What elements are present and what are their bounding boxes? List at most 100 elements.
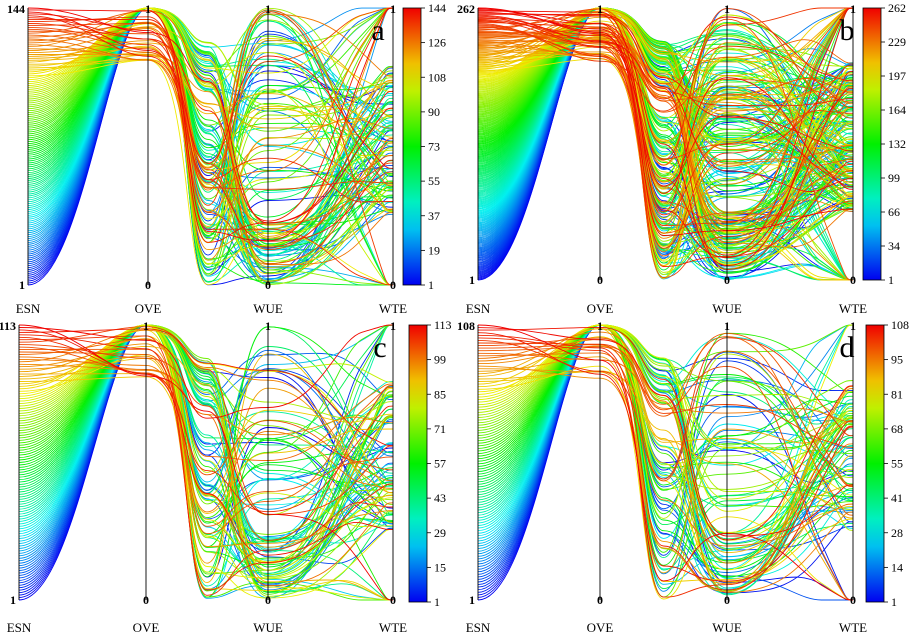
data-line	[27, 7, 394, 242]
colorbar-tick-label: 1	[888, 273, 894, 287]
data-line	[27, 11, 394, 169]
axis-max-label: 1	[390, 319, 396, 333]
axis-min-label: 0	[145, 278, 151, 292]
colorbar-tick-label: 71	[434, 422, 446, 436]
data-line	[27, 9, 394, 187]
axis-name-ove: OVE	[135, 301, 162, 316]
colorbar	[865, 324, 885, 603]
axis-min-label: 1	[19, 278, 25, 292]
panel-label: b	[840, 14, 855, 47]
colorbar-tick-label: 81	[891, 387, 903, 401]
data-line	[18, 344, 394, 541]
axis-max-label: 144	[7, 2, 25, 16]
colorbar	[402, 7, 422, 286]
colorbar-tick-label: 85	[434, 387, 446, 401]
data-line	[18, 354, 394, 563]
axis-min-label: 0	[390, 593, 396, 607]
axis-min-label: 1	[469, 273, 475, 287]
colorbar-tick-label: 1	[434, 595, 440, 609]
data-line	[18, 343, 394, 547]
data-line	[27, 19, 394, 203]
axis-name-wte: WTE	[839, 301, 867, 316]
data-line	[477, 328, 854, 583]
axis-name-wte: WTE	[379, 301, 407, 316]
axis-min-label: 0	[265, 278, 271, 292]
data-line	[27, 40, 394, 282]
axis-min-label: 0	[724, 593, 730, 607]
data-line	[477, 344, 854, 488]
colorbar-tick-label: 132	[888, 137, 906, 151]
data-line	[27, 22, 394, 225]
axis-max-label: 1	[265, 2, 271, 16]
chart-panel-c: 113 1 ESN 1 0 OVE 1 0 WUE 1 0 WTE c 113 99 85 71 57 43 29 15…	[0, 318, 452, 635]
axis-min-label: 0	[597, 273, 603, 287]
colorbar-tick-label: 55	[891, 457, 903, 471]
line-group	[477, 7, 854, 281]
axis-min-label: 0	[597, 593, 603, 607]
axis-min-label: 1	[10, 593, 16, 607]
chart-panel-b: 262 1 ESN 1 0 OVE 1 0 WUE 1 0 WTE b 262 229 197 164 132 99…	[457, 1, 906, 316]
data-line	[477, 14, 854, 281]
data-line	[477, 332, 854, 582]
axis-name-ove: OVE	[587, 620, 614, 635]
data-line	[477, 328, 854, 601]
data-line	[477, 334, 854, 591]
data-line	[18, 338, 394, 461]
data-line	[18, 329, 394, 556]
data-line	[18, 356, 394, 587]
data-line	[477, 12, 854, 192]
axis-max-label: 262	[457, 2, 475, 16]
colorbar-tick-label: 73	[428, 140, 440, 154]
data-line	[477, 324, 854, 601]
axis-min-label: 0	[390, 278, 396, 292]
axis-max-label: 1	[265, 319, 271, 333]
colorbar-tick-label: 55	[428, 174, 440, 188]
colorbar-tick-label: 108	[428, 70, 446, 84]
colorbar-tick-label: 29	[434, 526, 446, 540]
colorbar-tick-label: 144	[428, 1, 446, 15]
data-line	[477, 7, 853, 161]
data-line	[18, 329, 394, 482]
data-line	[27, 21, 394, 275]
data-line	[477, 11, 854, 188]
axis-name-ove: OVE	[133, 620, 160, 635]
axis-min-label: 0	[265, 593, 271, 607]
data-line	[27, 7, 394, 184]
data-line	[477, 10, 854, 258]
axis-name-wue: WUE	[712, 301, 742, 316]
colorbar-tick-label: 197	[888, 69, 906, 83]
data-line	[477, 324, 854, 571]
axis-name-esn: ESN	[466, 301, 491, 316]
data-line	[477, 336, 854, 516]
data-line	[27, 15, 394, 242]
data-line	[477, 7, 854, 194]
chart-panel-d: 108 1 ESN 1 0 OVE 1 0 WUE 1 0 WTE d 108 95 81 68 55 41 28 14…	[457, 318, 909, 635]
axis-name-esn: ESN	[16, 301, 41, 316]
data-line	[477, 7, 854, 266]
data-line	[18, 376, 394, 514]
axis-name-wte: WTE	[839, 620, 867, 635]
data-line	[477, 365, 854, 593]
axis-name-wte: WTE	[379, 620, 407, 635]
data-line	[27, 16, 394, 286]
axis-min-label: 0	[724, 273, 730, 287]
data-line	[27, 7, 394, 224]
data-line	[477, 35, 854, 85]
data-line	[18, 324, 394, 419]
colorbar-tick-label: 95	[891, 353, 903, 367]
data-line	[477, 14, 854, 177]
axis-min-label: 0	[850, 593, 856, 607]
colorbar-tick-label: 34	[888, 239, 900, 253]
data-line	[18, 355, 394, 564]
data-line	[477, 338, 854, 593]
axis-max-label: 1	[597, 319, 603, 333]
data-line	[477, 16, 854, 100]
colorbar-tick-label: 229	[888, 35, 906, 49]
data-line	[18, 328, 394, 447]
colorbar-tick-label: 99	[888, 171, 900, 185]
data-line	[18, 348, 394, 527]
axis-name-esn: ESN	[466, 620, 491, 635]
colorbar	[408, 324, 428, 603]
data-line	[477, 337, 854, 601]
